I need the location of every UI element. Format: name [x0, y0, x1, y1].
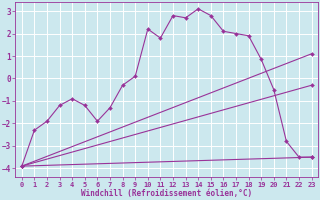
X-axis label: Windchill (Refroidissement éolien,°C): Windchill (Refroidissement éolien,°C) — [81, 189, 252, 198]
